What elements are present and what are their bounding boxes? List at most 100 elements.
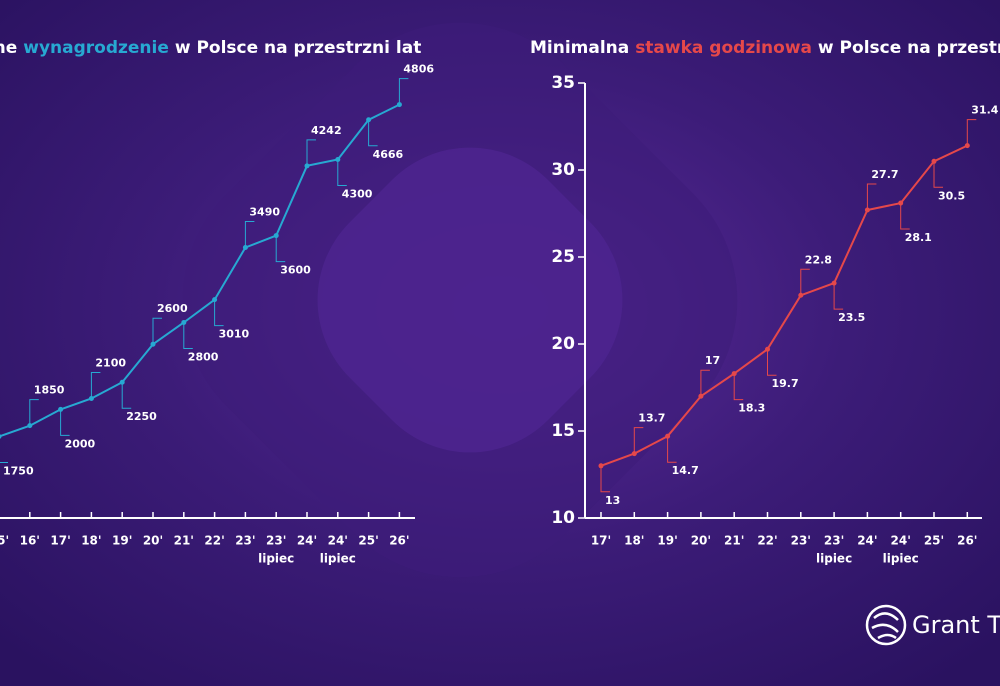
value-label: 2800 xyxy=(188,350,219,363)
y-tick-label: 35 xyxy=(551,73,575,93)
label-connector xyxy=(398,78,409,105)
value-label: 31.4 xyxy=(971,104,998,117)
label-connector xyxy=(733,373,744,401)
logo-icon xyxy=(865,604,907,646)
value-label: 27.7 xyxy=(871,168,898,181)
x-tick-label: 20' xyxy=(143,534,163,548)
x-tick-label: 23' xyxy=(824,534,844,548)
x-tick-label: 23' xyxy=(266,534,286,548)
label-connector xyxy=(368,119,378,147)
label-connector xyxy=(600,465,610,493)
x-tick-label: 16' xyxy=(20,534,40,548)
title-part: Minimalne xyxy=(0,38,23,58)
x-tick-label: 19' xyxy=(657,534,677,548)
label-connector xyxy=(800,268,810,296)
value-label: 1750 xyxy=(3,465,34,478)
x-tick-label: lipiec xyxy=(320,552,356,566)
x-tick-label: 19' xyxy=(112,534,132,548)
label-connector xyxy=(866,183,877,211)
data-line xyxy=(600,144,968,467)
value-label: 4300 xyxy=(342,188,373,201)
x-tick-label: lipiec xyxy=(816,552,852,566)
label-connector xyxy=(966,119,977,146)
x-tick-label: 24' xyxy=(857,534,877,548)
value-label: 13 xyxy=(605,494,620,507)
x-tick-label: 23' xyxy=(235,534,255,548)
x-tick-label: 18' xyxy=(624,534,644,548)
y-tick-label: 20 xyxy=(551,334,575,354)
x-tick-label: 24' xyxy=(328,534,348,548)
x-tick-label: 25' xyxy=(358,534,378,548)
label-connector xyxy=(833,283,844,310)
label-connector xyxy=(700,369,710,397)
label-connector xyxy=(933,161,943,188)
title-part: Minimalna xyxy=(530,38,635,58)
x-tick-label: 26' xyxy=(389,534,409,548)
value-label: 13.7 xyxy=(638,412,665,425)
x-tick-label: 22' xyxy=(757,534,777,548)
label-connector xyxy=(0,462,8,464)
label-connector xyxy=(767,349,777,376)
value-label: 3600 xyxy=(280,264,311,277)
y-tick-label: 25 xyxy=(551,247,575,267)
label-connector xyxy=(60,409,70,436)
label-connector xyxy=(214,299,224,327)
data-point xyxy=(0,434,2,439)
value-label: 17 xyxy=(705,354,720,367)
x-tick-label: 21' xyxy=(174,534,194,548)
y-tick-label: 15 xyxy=(551,421,575,441)
value-label: 3010 xyxy=(219,328,250,341)
data-line xyxy=(0,103,400,438)
value-label: 2000 xyxy=(65,437,96,450)
logo: Grant T xyxy=(865,604,1000,646)
label-connector xyxy=(275,235,286,263)
value-label: 2600 xyxy=(157,302,188,315)
value-label: 22.8 xyxy=(805,253,832,266)
x-tick-label: 18' xyxy=(81,534,101,548)
bg-shape xyxy=(317,147,623,453)
label-connector xyxy=(244,221,255,248)
x-tick-label: 22' xyxy=(204,534,224,548)
x-tick-label: 17' xyxy=(50,534,70,548)
y-tick-label: 10 xyxy=(551,508,575,528)
label-connector xyxy=(337,159,347,187)
value-label: 23.5 xyxy=(838,311,865,324)
x-tick-label: 24' xyxy=(891,534,911,548)
label-connector xyxy=(90,372,101,399)
value-label: 1850 xyxy=(34,384,65,397)
label-connector xyxy=(152,317,162,345)
label-connector xyxy=(900,203,910,230)
value-label: 19.7 xyxy=(772,377,799,390)
value-label: 18.3 xyxy=(738,402,765,415)
x-tick-label: 25' xyxy=(924,534,944,548)
title-part: w Polsce na przestrz xyxy=(812,38,1000,58)
logo-icon xyxy=(871,612,899,640)
chart-title: Minimalna stawka godzinowa w Polsce na p… xyxy=(530,38,1000,58)
chart-title: Minimalne wynagrodzenie w Polsce na prze… xyxy=(0,38,421,58)
x-tick-label: 26' xyxy=(957,534,977,548)
label-connector xyxy=(633,427,644,454)
label-connector xyxy=(29,399,39,426)
logo-text: Grant T xyxy=(912,611,1000,639)
x-tick-label: 23' xyxy=(791,534,811,548)
x-tick-label: 15' xyxy=(0,534,9,548)
x-tick-label: 17' xyxy=(591,534,611,548)
value-label: 4666 xyxy=(373,148,404,161)
value-label: 2100 xyxy=(95,357,126,370)
y-tick-label: 30 xyxy=(551,160,575,180)
value-label: 4806 xyxy=(403,63,434,76)
title-part: w Polsce na przestrzni lat xyxy=(169,38,421,58)
value-label: 14.7 xyxy=(672,464,699,477)
value-label: 30.5 xyxy=(938,189,965,202)
x-tick-label: 21' xyxy=(724,534,744,548)
value-label: 3490 xyxy=(249,206,280,219)
x-tick-label: 20' xyxy=(691,534,711,548)
value-label: 4242 xyxy=(311,124,342,137)
label-connector xyxy=(121,382,132,409)
x-tick-label: lipiec xyxy=(883,552,919,566)
x-tick-label: 24' xyxy=(297,534,317,548)
label-connector xyxy=(183,322,193,349)
title-part: stawka godzinowa xyxy=(635,38,812,58)
